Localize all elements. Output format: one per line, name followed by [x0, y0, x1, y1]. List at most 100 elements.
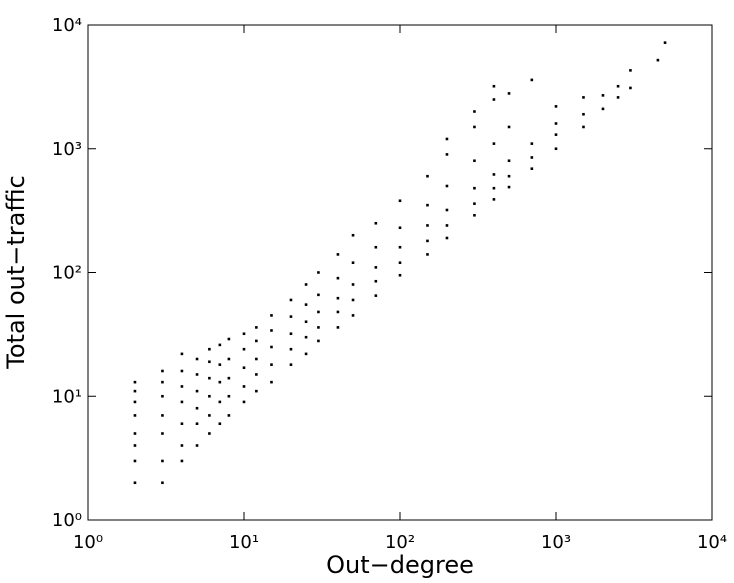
point: [304, 320, 308, 324]
point: [492, 186, 496, 190]
point: [317, 339, 320, 343]
point: [398, 226, 402, 230]
point: [255, 326, 258, 329]
point: [530, 156, 534, 159]
point: [227, 376, 231, 380]
point: [492, 173, 496, 176]
point: [554, 133, 558, 136]
y-tick-label: 10³: [52, 139, 82, 160]
point: [426, 224, 429, 227]
point: [398, 273, 402, 277]
point: [133, 432, 137, 435]
point: [255, 357, 258, 361]
point: [227, 357, 231, 361]
point: [445, 236, 449, 240]
point: [133, 481, 137, 485]
point: [242, 366, 246, 370]
point: [426, 253, 429, 256]
point: [218, 400, 222, 404]
point: [195, 406, 199, 410]
point: [180, 459, 184, 463]
point: [289, 347, 293, 351]
point: [255, 339, 258, 343]
point: [304, 303, 308, 306]
point: [317, 310, 320, 314]
point: [180, 352, 184, 356]
point: [473, 125, 476, 129]
point: [289, 363, 293, 366]
point: [492, 84, 496, 88]
y-axis-label: Total out−traffic: [2, 175, 30, 369]
point: [161, 414, 164, 417]
point: [133, 389, 137, 393]
point: [317, 326, 320, 329]
point: [133, 459, 137, 463]
point: [473, 159, 476, 163]
point: [336, 276, 340, 280]
point: [530, 142, 534, 145]
point: [208, 394, 211, 398]
point: [317, 293, 320, 297]
point: [289, 298, 293, 302]
point: [445, 208, 449, 212]
y-tick-label: 10¹: [52, 386, 82, 407]
point: [582, 112, 585, 116]
point: [255, 373, 258, 376]
y-tick-label: 10²: [52, 263, 82, 284]
point: [317, 271, 320, 274]
point: [133, 380, 137, 384]
point: [554, 147, 558, 151]
point: [398, 199, 402, 203]
point: [336, 253, 340, 256]
point: [242, 400, 246, 404]
point: [374, 279, 378, 283]
point: [398, 245, 402, 249]
point: [582, 96, 585, 99]
point: [351, 298, 355, 302]
point: [445, 137, 449, 141]
point: [255, 389, 258, 393]
point: [336, 326, 340, 329]
point: [218, 380, 222, 384]
point: [492, 98, 496, 101]
point: [227, 337, 231, 341]
point: [554, 122, 558, 125]
point: [445, 184, 449, 188]
point: [195, 444, 199, 447]
point: [616, 84, 620, 88]
point: [227, 414, 231, 417]
x-tick-label: 10²: [385, 532, 415, 553]
point: [180, 369, 184, 373]
point: [663, 41, 667, 44]
point: [161, 394, 164, 398]
point: [336, 310, 340, 314]
point: [507, 159, 511, 163]
point: [242, 332, 246, 336]
point: [195, 357, 199, 361]
point: [507, 125, 511, 129]
point: [582, 125, 585, 129]
point: [180, 444, 184, 447]
point: [351, 233, 355, 237]
point: [133, 414, 137, 417]
point: [616, 96, 620, 99]
point: [426, 239, 429, 243]
point: [304, 283, 308, 286]
point: [242, 385, 246, 388]
point: [289, 315, 293, 318]
point: [161, 459, 164, 463]
point: [289, 332, 293, 336]
y-tick-label: 10⁰: [52, 510, 82, 531]
x-tick-label: 10¹: [229, 532, 259, 553]
x-tick-label: 10⁴: [697, 532, 727, 553]
point: [208, 414, 211, 417]
point: [601, 107, 605, 111]
x-tick-label: 10³: [541, 532, 571, 553]
point: [180, 385, 184, 388]
point: [133, 400, 137, 404]
point: [473, 110, 476, 113]
point: [374, 294, 378, 297]
point: [507, 92, 511, 95]
point: [473, 202, 476, 205]
point: [195, 422, 199, 426]
